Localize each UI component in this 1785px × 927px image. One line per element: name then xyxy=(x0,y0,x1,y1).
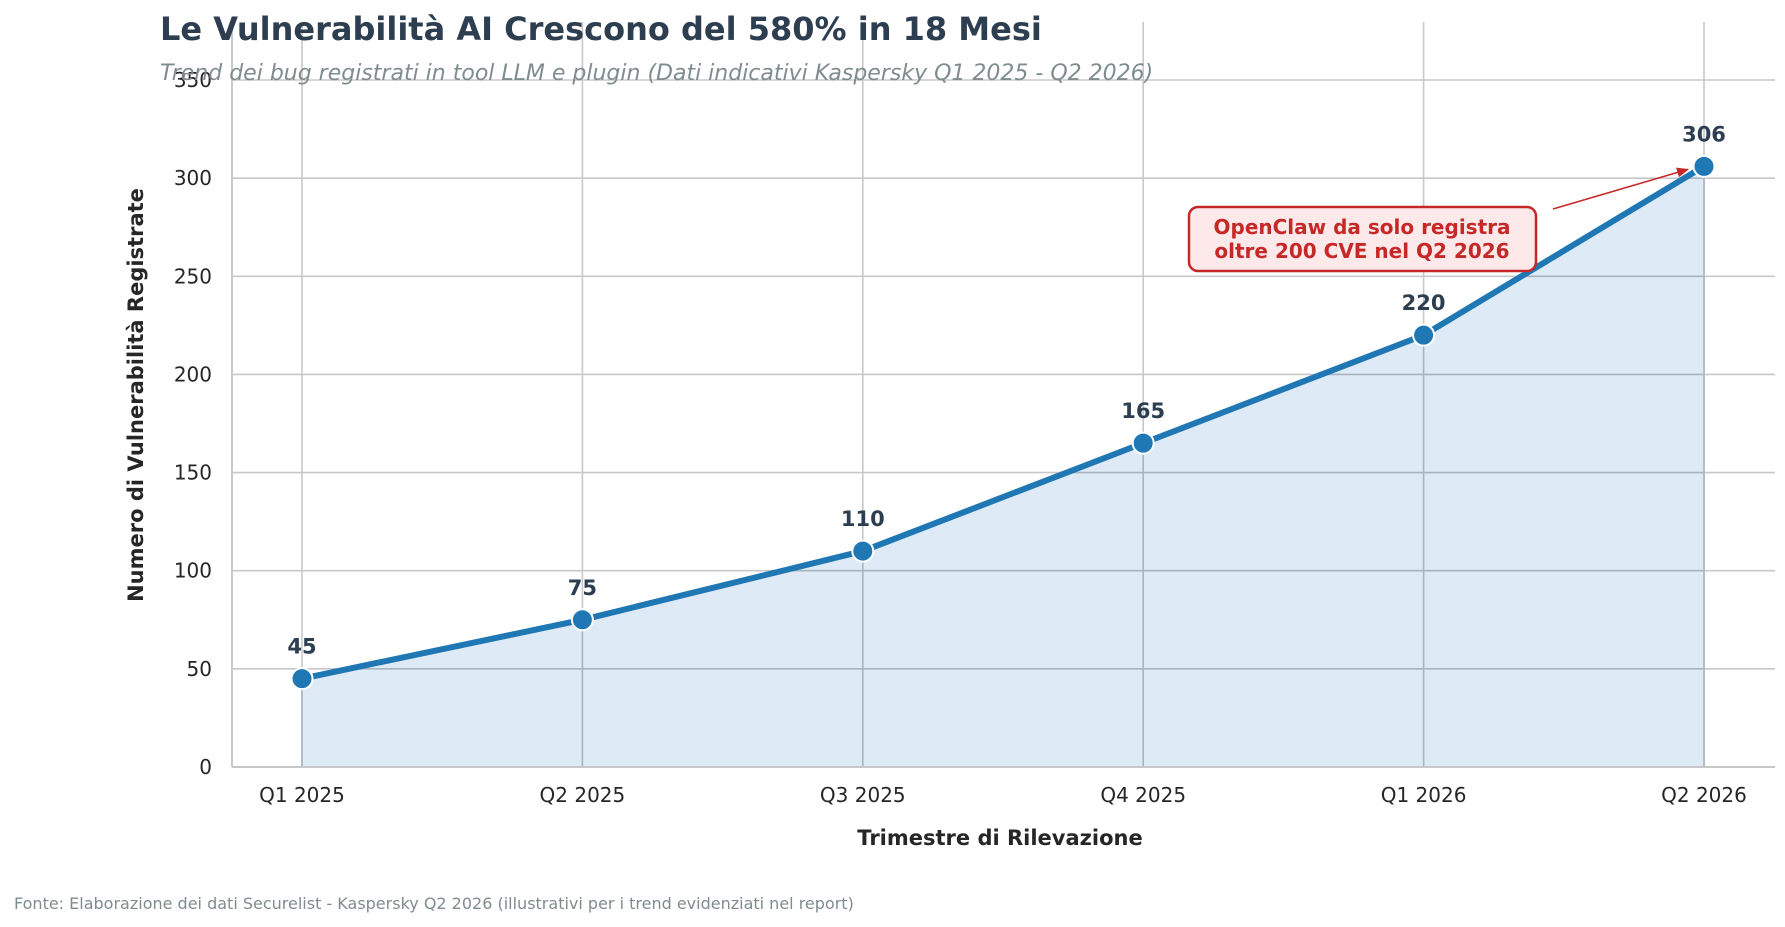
x-axis-label: Trimestre di Rilevazione xyxy=(857,826,1142,850)
data-labels: 45 75 110 165 220 306 xyxy=(287,122,1726,658)
area-fill xyxy=(302,166,1704,767)
x-tick-label: Q1 2026 xyxy=(1381,783,1467,807)
data-point xyxy=(1412,323,1436,347)
annotation-arrow xyxy=(1552,167,1689,210)
area-layer xyxy=(301,166,1705,767)
x-tick-label: Q4 2025 xyxy=(1100,783,1186,807)
data-label: 45 xyxy=(287,635,316,659)
line-layer xyxy=(299,163,1707,682)
annotation-box xyxy=(1187,205,1538,273)
y-tick-label: 350 xyxy=(174,68,212,92)
data-point xyxy=(851,539,875,563)
data-point xyxy=(1131,431,1155,455)
y-tick-label: 250 xyxy=(174,264,212,288)
source-note: Fonte: Elaborazione dei dati Securelist … xyxy=(14,894,854,913)
chart-title: Le Vulnerabilità AI Crescono del 580% in… xyxy=(160,10,1042,48)
annotation-line-1: OpenClaw da solo registra xyxy=(1214,215,1511,239)
x-tick-label: Q1 2025 xyxy=(259,783,345,807)
y-tick-label: 150 xyxy=(174,461,212,485)
tick-labels: Q1 2025 Q2 2025 Q3 2025 Q4 2025 Q1 2026 Q2 20… xyxy=(174,68,1747,807)
axes xyxy=(231,22,1775,768)
annotation: OpenClaw da solo registra oltre 200 CVE … xyxy=(1187,167,1689,273)
data-point xyxy=(1692,154,1716,178)
data-label: 75 xyxy=(568,576,597,600)
data-label: 306 xyxy=(1682,122,1726,146)
points-layer xyxy=(290,154,1716,691)
y-tick-label: 0 xyxy=(199,755,212,779)
data-label: 165 xyxy=(1121,399,1165,423)
y-tick-label: 100 xyxy=(174,559,212,583)
x-tick-label: Q2 2026 xyxy=(1661,783,1747,807)
annotation-line-2: oltre 200 CVE nel Q2 2026 xyxy=(1214,239,1509,263)
y-tick-label: 50 xyxy=(187,657,212,681)
data-label: 220 xyxy=(1402,291,1446,315)
y-tick-label: 200 xyxy=(174,362,212,386)
y-axis-label: Numero di Vulnerabilità Registrate xyxy=(124,188,148,602)
chart-subtitle: Trend dei bug registrati in tool LLM e p… xyxy=(160,61,1153,86)
data-point xyxy=(290,667,314,691)
x-tick-label: Q2 2025 xyxy=(540,783,626,807)
y-tick-label: 300 xyxy=(174,166,212,190)
data-point xyxy=(570,608,594,632)
x-tick-label: Q3 2025 xyxy=(820,783,906,807)
series-line xyxy=(299,163,1707,682)
data-label: 110 xyxy=(841,507,885,531)
